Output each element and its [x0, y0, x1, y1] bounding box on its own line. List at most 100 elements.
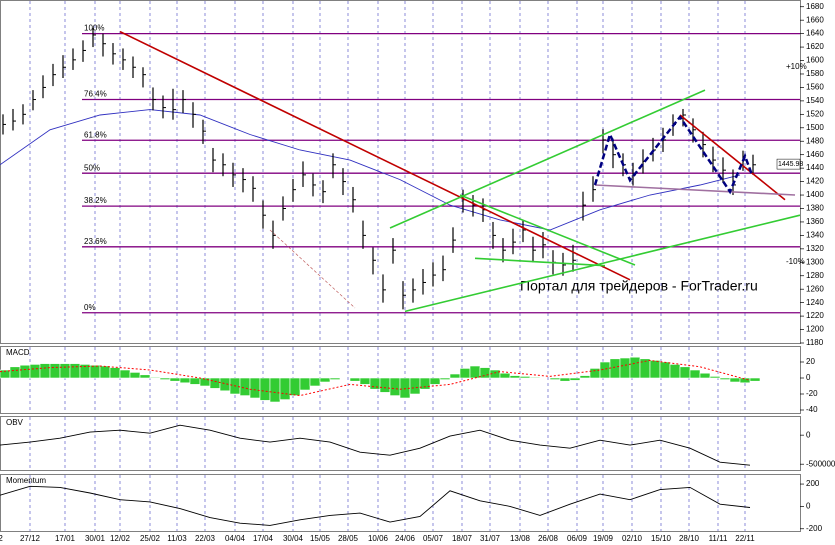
macd-bar: [529, 376, 541, 379]
y-tick-label: 1220: [806, 311, 824, 320]
y-tick-label: 1200: [806, 325, 824, 334]
x-tick-label: 15/05: [310, 534, 331, 543]
trendline: [119, 30, 631, 281]
macd-bar: [389, 377, 401, 396]
y-tick-label: 1460: [806, 150, 824, 159]
fib-label: 38.2%: [84, 196, 107, 205]
x-tick-label: 10/06: [368, 534, 389, 543]
panel-frame: [0, 0, 801, 344]
y-tick-label: 0: [806, 373, 811, 382]
macd-bar: [379, 377, 391, 393]
macd-bar: [549, 377, 561, 380]
y-tick-label: -200: [806, 524, 823, 533]
indicator-line: [0, 485, 751, 526]
x-tick-label: 13/08: [510, 534, 531, 543]
x-tick-label: 28/10: [679, 534, 700, 543]
y-tick-label: 1440: [806, 163, 824, 172]
x-tick-label: 17/04: [253, 534, 274, 543]
macd-bar: [579, 375, 591, 379]
y-tick-label: 20: [806, 357, 815, 366]
panel-title: Momentum: [6, 476, 46, 485]
macd-bar: [119, 369, 131, 379]
x-tick-label: 30/01: [85, 534, 106, 543]
macd-bar: [469, 365, 481, 379]
macd-bar: [459, 368, 471, 379]
x-tick-label: 22/11: [735, 534, 755, 543]
macd-bar: [519, 376, 531, 379]
trendline: [389, 89, 706, 229]
panel-title: MACD: [6, 348, 30, 357]
macd-bar: [709, 376, 721, 379]
x-tick-label: 06/09: [567, 534, 588, 543]
y-tick-label: 1580: [806, 69, 824, 78]
macd-bar: [259, 377, 271, 401]
x-tick-label: 11/11: [709, 534, 728, 543]
pattern: [593, 114, 754, 195]
macd-bar: [409, 377, 421, 395]
y-tick-label: 1420: [806, 177, 824, 186]
macd-bar: [249, 377, 261, 399]
y-tick-label: -500000: [806, 459, 835, 468]
y-tick-label: 1560: [806, 83, 824, 92]
macd-bar: [209, 377, 221, 389]
trendline: [679, 114, 786, 201]
macd-bar: [9, 366, 21, 379]
macd-bar: [39, 363, 51, 379]
macd-bar: [59, 363, 71, 379]
panel-frame: [0, 416, 801, 471]
macd-bar: [619, 357, 631, 379]
trendline: [474, 257, 606, 267]
x-tick-label: 30/04: [283, 534, 304, 543]
y-tick-label: 1620: [806, 42, 824, 51]
y-tick-label: -40: [806, 405, 818, 414]
x-tick-label: 04/04: [225, 534, 246, 543]
macd-bar: [189, 377, 201, 385]
trendline: [594, 184, 796, 196]
x-tick-label: 18/07: [452, 534, 473, 543]
macd-bar: [509, 375, 521, 379]
macd-bar: [669, 364, 681, 379]
y-tick-label: 1380: [806, 204, 824, 213]
fib-label: 50%: [84, 163, 100, 172]
indicator-line: [0, 424, 751, 466]
panel-frame: [0, 346, 801, 414]
x-tick-label: 27/12: [20, 534, 41, 543]
macd-bar: [199, 377, 211, 387]
macd-bar: [369, 377, 381, 390]
macd-bar: [129, 372, 141, 379]
macd-bar: [279, 377, 291, 400]
macd-bar: [499, 372, 511, 379]
macd-bar: [429, 377, 441, 385]
macd-bar: [99, 365, 111, 379]
trendline: [269, 229, 356, 309]
y-tick-label: 1180: [806, 338, 824, 347]
macd-bar: [169, 377, 181, 382]
panel-frame: [0, 474, 801, 532]
macd-bar: [479, 367, 491, 379]
x-tick-label: 05/07: [423, 534, 444, 543]
annotation: +10%: [786, 62, 807, 71]
x-tick-label: 12/02: [110, 534, 131, 543]
macd-bar: [449, 373, 461, 379]
x-tick-label: 22/03: [195, 534, 216, 543]
macd-bar: [739, 377, 751, 384]
macd-bar: [289, 377, 301, 396]
moving-average: [0, 109, 741, 231]
x-tick-label: 19/09: [593, 534, 614, 543]
macd-bar: [219, 377, 231, 392]
x-tick-label: 1/12: [0, 534, 3, 543]
fib-label: 23.6%: [84, 237, 107, 246]
y-tick-label: 1680: [806, 2, 824, 11]
y-tick-label: 1400: [806, 190, 824, 199]
y-tick-label: 1540: [806, 96, 824, 105]
macd-bar: [29, 364, 41, 379]
macd-bar: [69, 363, 81, 379]
macd-bar: [629, 356, 641, 379]
macd-bar: [749, 377, 761, 382]
macd-bar: [89, 364, 101, 379]
macd-bar: [659, 361, 671, 379]
macd-bar: [609, 358, 621, 379]
macd-bar: [309, 377, 321, 387]
macd-bar: [239, 377, 251, 396]
last-price-box: [776, 158, 801, 170]
